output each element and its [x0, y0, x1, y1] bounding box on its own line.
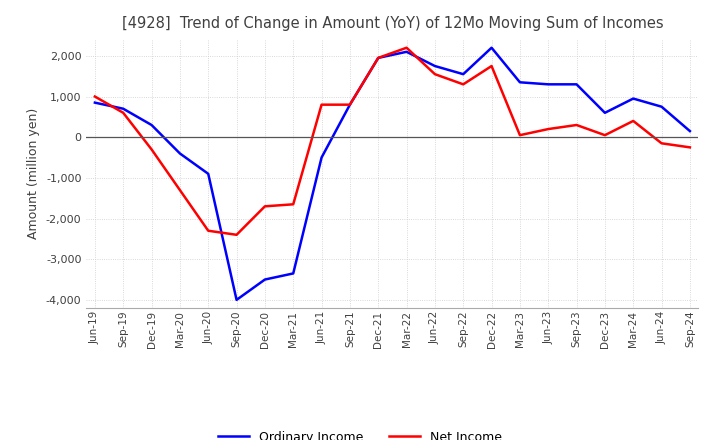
Ordinary Income — [487, 45, 496, 50]
Ordinary Income — [544, 82, 552, 87]
Ordinary Income — [516, 80, 524, 85]
Legend: Ordinary Income, Net Income: Ordinary Income, Net Income — [213, 426, 507, 440]
Ordinary Income — [600, 110, 609, 115]
Net Income — [204, 228, 212, 233]
Net Income — [459, 82, 467, 87]
Ordinary Income — [346, 102, 354, 107]
Net Income — [318, 102, 326, 107]
Net Income — [148, 147, 156, 152]
Ordinary Income — [119, 106, 127, 111]
Net Income — [629, 118, 637, 124]
Ordinary Income — [91, 100, 99, 105]
Ordinary Income — [402, 49, 411, 55]
Ordinary Income — [572, 82, 581, 87]
Ordinary Income — [261, 277, 269, 282]
Ordinary Income — [431, 63, 439, 69]
Line: Net Income: Net Income — [95, 48, 690, 235]
Ordinary Income — [629, 96, 637, 101]
Net Income — [374, 55, 382, 61]
Net Income — [91, 94, 99, 99]
Ordinary Income — [289, 271, 297, 276]
Net Income — [176, 187, 184, 193]
Ordinary Income — [233, 297, 241, 303]
Net Income — [544, 126, 552, 132]
Net Income — [233, 232, 241, 238]
Y-axis label: Amount (million yen): Amount (million yen) — [27, 108, 40, 239]
Line: Ordinary Income: Ordinary Income — [95, 48, 690, 300]
Ordinary Income — [685, 128, 694, 134]
Ordinary Income — [176, 151, 184, 156]
Net Income — [487, 63, 496, 69]
Ordinary Income — [204, 171, 212, 176]
Ordinary Income — [148, 122, 156, 128]
Net Income — [600, 132, 609, 138]
Net Income — [572, 122, 581, 128]
Net Income — [516, 132, 524, 138]
Net Income — [685, 145, 694, 150]
Ordinary Income — [657, 104, 666, 109]
Net Income — [261, 204, 269, 209]
Ordinary Income — [374, 55, 382, 61]
Net Income — [289, 202, 297, 207]
Net Income — [657, 141, 666, 146]
Ordinary Income — [459, 72, 467, 77]
Title: [4928]  Trend of Change in Amount (YoY) of 12Mo Moving Sum of Incomes: [4928] Trend of Change in Amount (YoY) o… — [122, 16, 663, 32]
Net Income — [431, 72, 439, 77]
Net Income — [119, 110, 127, 115]
Net Income — [402, 45, 411, 50]
Net Income — [346, 102, 354, 107]
Ordinary Income — [318, 155, 326, 160]
